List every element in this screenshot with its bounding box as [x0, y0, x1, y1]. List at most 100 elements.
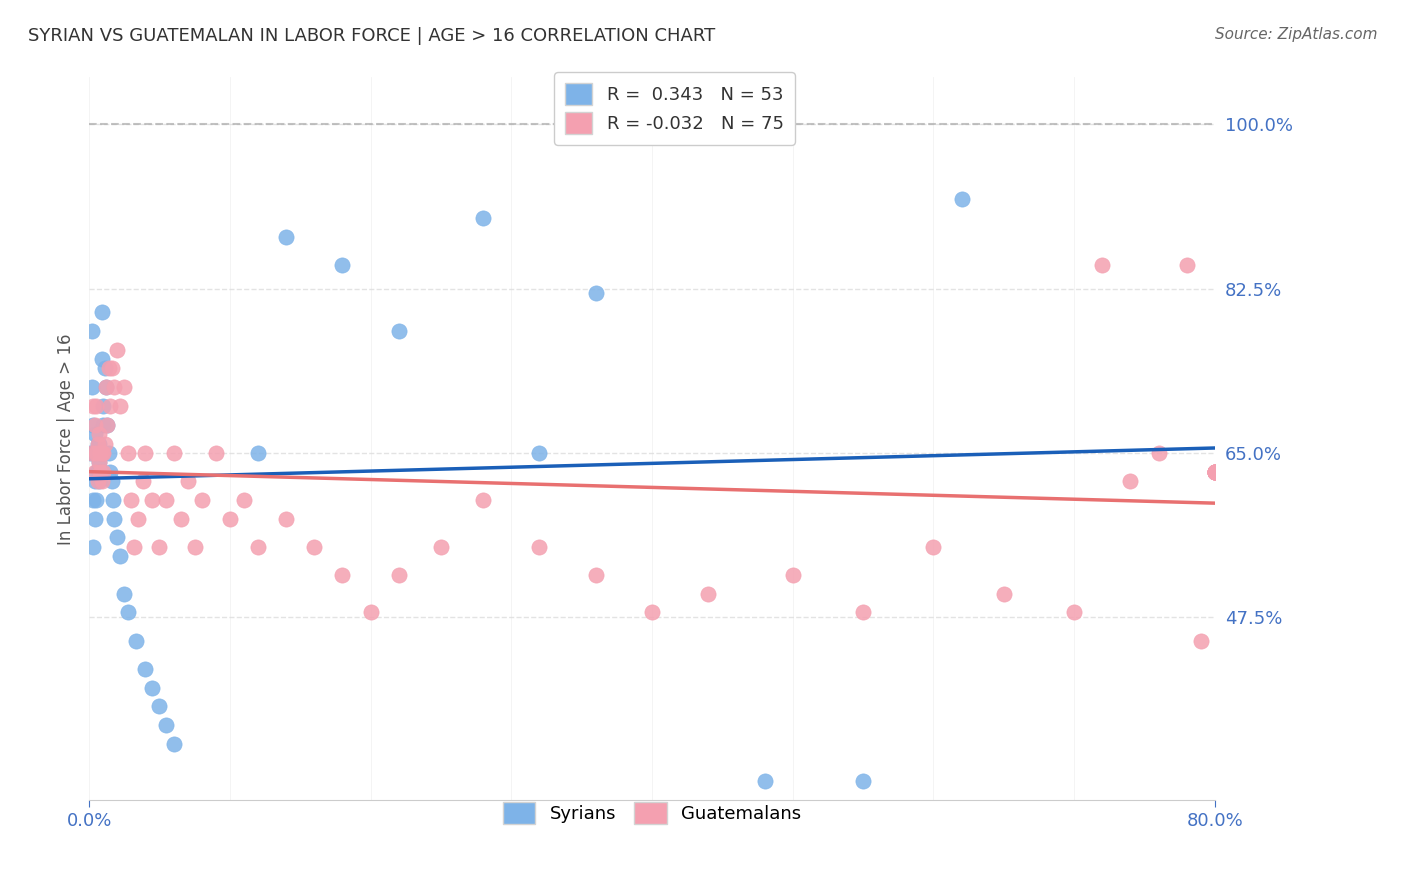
Point: [91, 399, 114, 413]
Point: [120, 492, 142, 507]
Point: [105, 343, 128, 357]
Point: [108, 549, 131, 564]
Text: SYRIAN VS GUATEMALAN IN LABOR FORCE | AGE > 16 CORRELATION CHART: SYRIAN VS GUATEMALAN IN LABOR FORCE | AG…: [28, 27, 716, 45]
Point: [98, 399, 121, 413]
Point: [852, 774, 875, 789]
Point: [87, 455, 110, 469]
Point: [83, 417, 105, 432]
Point: [86, 474, 108, 488]
Point: [134, 662, 156, 676]
Point: [1147, 446, 1170, 460]
Point: [90, 474, 112, 488]
Point: [91, 446, 114, 460]
Point: [98, 465, 121, 479]
Point: [141, 492, 163, 507]
Point: [1204, 465, 1226, 479]
Point: [529, 540, 551, 554]
Point: [94, 380, 117, 394]
Point: [101, 492, 124, 507]
Y-axis label: In Labor Force | Age > 16: In Labor Force | Age > 16: [58, 333, 75, 545]
Point: [94, 380, 117, 394]
Point: [852, 606, 875, 620]
Point: [93, 361, 115, 376]
Point: [472, 211, 495, 226]
Point: [90, 446, 112, 460]
Point: [246, 446, 269, 460]
Point: [472, 492, 495, 507]
Point: [641, 606, 664, 620]
Point: [430, 540, 453, 554]
Point: [274, 511, 297, 525]
Point: [585, 568, 607, 582]
Point: [388, 324, 411, 338]
Point: [1189, 633, 1212, 648]
Point: [87, 474, 110, 488]
Point: [1204, 465, 1226, 479]
Point: [90, 352, 112, 367]
Point: [169, 511, 191, 525]
Point: [134, 446, 156, 460]
Point: [1175, 258, 1198, 272]
Point: [148, 540, 170, 554]
Point: [1204, 465, 1226, 479]
Point: [80, 446, 103, 460]
Point: [1204, 465, 1226, 479]
Point: [100, 474, 122, 488]
Point: [103, 380, 125, 394]
Point: [82, 446, 104, 460]
Point: [89, 465, 111, 479]
Point: [155, 492, 177, 507]
Point: [148, 699, 170, 714]
Point: [218, 511, 240, 525]
Point: [697, 587, 720, 601]
Point: [246, 540, 269, 554]
Point: [83, 474, 105, 488]
Point: [1204, 465, 1226, 479]
Point: [117, 446, 139, 460]
Point: [87, 427, 110, 442]
Point: [96, 417, 118, 432]
Point: [302, 540, 325, 554]
Point: [141, 681, 163, 695]
Point: [1091, 258, 1114, 272]
Point: [274, 230, 297, 244]
Point: [80, 324, 103, 338]
Point: [84, 446, 107, 460]
Point: [190, 492, 212, 507]
Point: [782, 568, 804, 582]
Point: [204, 446, 226, 460]
Point: [162, 737, 184, 751]
Point: [1204, 465, 1226, 479]
Point: [83, 511, 105, 525]
Point: [84, 492, 107, 507]
Point: [86, 465, 108, 479]
Point: [89, 446, 111, 460]
Point: [97, 446, 120, 460]
Point: [84, 399, 107, 413]
Point: [97, 361, 120, 376]
Point: [83, 427, 105, 442]
Point: [360, 606, 382, 620]
Point: [1204, 465, 1226, 479]
Point: [112, 587, 135, 601]
Legend: Syrians, Guatemalans: Syrians, Guatemalans: [492, 791, 813, 835]
Point: [117, 606, 139, 620]
Point: [89, 465, 111, 479]
Text: Source: ZipAtlas.com: Source: ZipAtlas.com: [1215, 27, 1378, 42]
Point: [83, 446, 105, 460]
Point: [176, 474, 198, 488]
Point: [922, 540, 945, 554]
Point: [155, 718, 177, 732]
Point: [112, 380, 135, 394]
Point: [87, 455, 110, 469]
Point: [585, 286, 607, 301]
Point: [993, 587, 1015, 601]
Point: [93, 436, 115, 450]
Point: [1204, 465, 1226, 479]
Point: [91, 465, 114, 479]
Point: [86, 436, 108, 450]
Point: [105, 530, 128, 544]
Point: [96, 417, 118, 432]
Point: [162, 446, 184, 460]
Point: [332, 568, 354, 582]
